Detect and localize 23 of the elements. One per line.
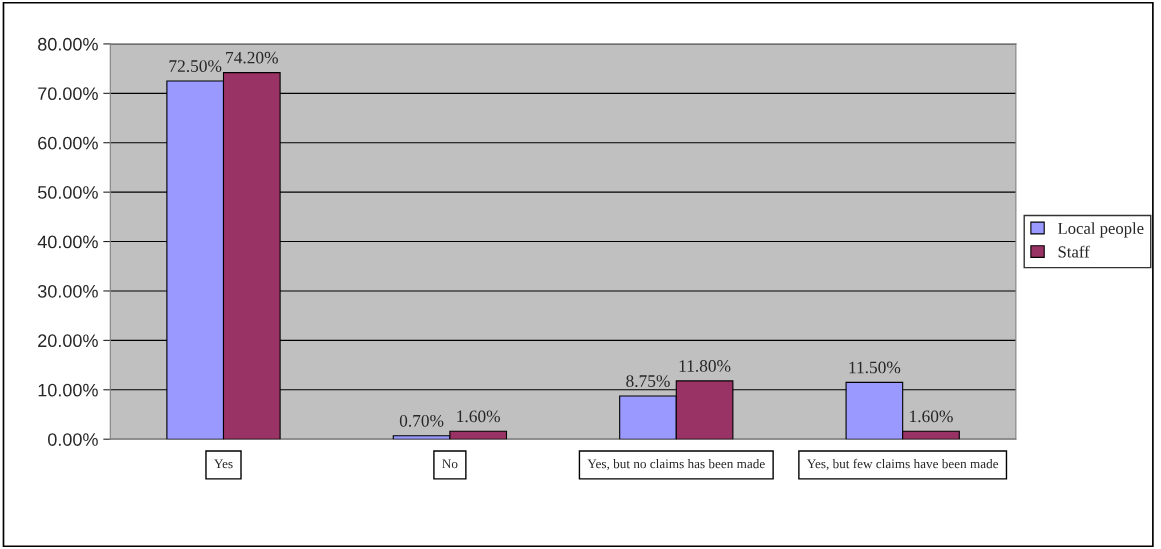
y-tick-label: 60.00% [38,136,98,150]
data-label: 8.75% [626,375,670,387]
y-tick-label: 40.00% [37,235,98,249]
data-label: 11.50% [849,361,901,374]
x-tick-label: Yes [214,459,233,469]
y-tick-label: 80.00% [38,37,98,51]
y-tick-label: 0.00% [48,433,98,446]
y-tick-label: 20.00% [38,334,98,348]
data-label: 74.20% [226,51,278,64]
data-label: 72.50% [169,60,222,72]
y-tick-label: 70.00% [38,87,98,101]
y-tick-label: 50.00% [37,186,98,199]
legend-label: Staff [1058,245,1090,258]
data-label: 11.80% [679,360,731,372]
data-label: 1.60% [910,410,953,423]
y-tick-label: 30.00% [37,284,98,298]
data-label: 0.70% [399,414,444,427]
legend-label: Local people [1058,222,1144,238]
y-tick-label: 10.00% [38,383,98,397]
x-tick-label: No [442,459,458,469]
data-label: 1.60% [457,410,501,423]
x-tick-label: Yes, but few claims have been made [806,458,999,471]
x-tick-label: Yes, but no claims has been made [587,458,765,471]
